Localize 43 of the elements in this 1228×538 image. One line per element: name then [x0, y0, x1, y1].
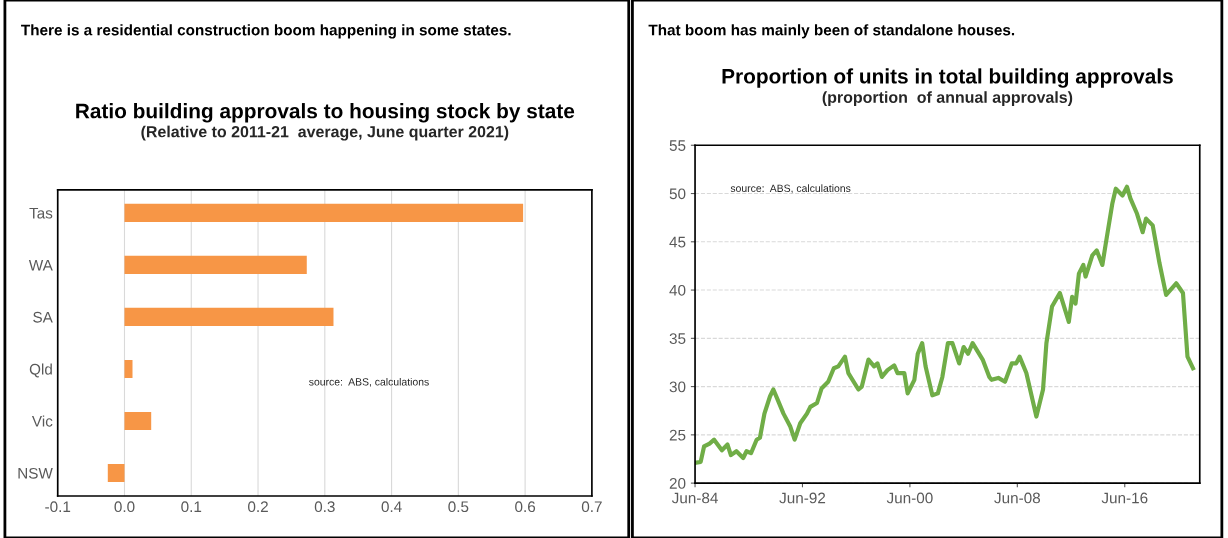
bar: [107, 463, 125, 483]
y-tick-label: 40: [669, 284, 686, 296]
y-tick-label: Tas: [29, 207, 53, 219]
y-tick-label: 45: [669, 236, 686, 248]
x-tick-label: Jun-00: [886, 492, 933, 504]
x-tick-label: Jun-84: [671, 492, 718, 504]
x-tick-label: 0.6: [515, 501, 536, 513]
bar: [124, 307, 334, 327]
x-tick-label: Jun-16: [1101, 492, 1148, 504]
chart-subtitle: (Relative to 2011-21 average, June quarter 2021): [141, 125, 509, 141]
y-tick-label: 50: [669, 188, 686, 200]
chart-title: Proportion of units in total building approvals: [722, 68, 1173, 88]
x-tick-label: Jun-92: [779, 492, 826, 504]
text: That boom has mainly been of standalone houses.: [648, 24, 1015, 39]
x-tick-label: 0.1: [181, 501, 202, 513]
y-tick-label: 20: [669, 477, 686, 489]
y-tick-label: 30: [669, 381, 686, 393]
annotation: source: ABS, calculations: [309, 377, 429, 387]
y-tick-label: NSW: [18, 467, 53, 479]
x-tick-label: 0.5: [448, 501, 469, 513]
bar: [124, 359, 133, 379]
bar: [124, 255, 307, 275]
x-tick-label: 0.7: [581, 501, 602, 513]
y-tick-label: 35: [669, 333, 686, 345]
x-tick-label: 0.4: [381, 501, 402, 513]
annotation: source: ABS, calculations: [730, 184, 851, 194]
y-tick-label: 25: [669, 429, 686, 441]
y-tick-label: Vic: [31, 415, 53, 427]
bar: [124, 411, 152, 431]
y-tick-label: 55: [669, 140, 686, 151]
y-tick-label: SA: [33, 311, 53, 323]
y-tick-label: Qld: [29, 363, 52, 378]
chart-subtitle: (proportion of annual approvals): [822, 91, 1073, 107]
x-tick-label: Jun-08: [994, 492, 1041, 504]
text: There is a residential construction boom happening in some states.: [21, 24, 511, 39]
y-tick-label: WA: [28, 259, 53, 271]
x-tick-label: 0.3: [314, 501, 335, 513]
line-series: [695, 184, 1196, 465]
bar: [124, 203, 524, 223]
x-tick-label: 0.2: [248, 501, 268, 513]
x-tick-label: -0.1: [45, 501, 71, 513]
chart-title: Ratio building approvals to housing stock by state: [76, 103, 575, 123]
x-tick-label: 0.0: [114, 501, 135, 513]
